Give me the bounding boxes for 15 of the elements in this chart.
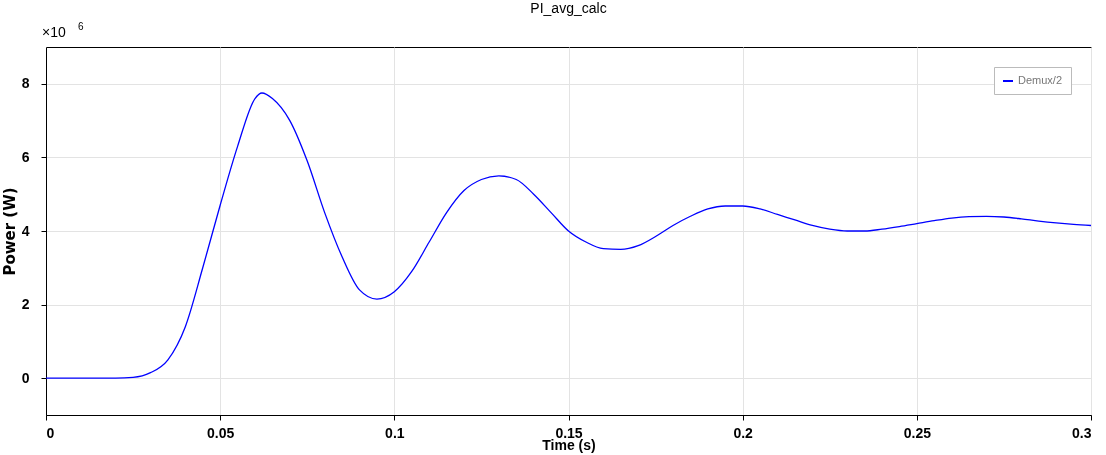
x-tick-label: 0.3	[1072, 424, 1092, 441]
x-tick-label: 0.1	[385, 424, 405, 441]
y-tick-label: 2	[21, 296, 30, 313]
y-tick-label: 4	[21, 222, 30, 239]
y-tick-label: 6	[21, 148, 30, 165]
x-tick-label: 0.05	[207, 424, 235, 441]
legend-label: Demux/2	[1018, 74, 1063, 86]
y-tick-label: 0	[21, 369, 30, 386]
line-series	[46, 92, 1091, 379]
chart-title: PI_avg_calc	[530, 0, 607, 16]
x-tick-label: 0	[46, 424, 55, 441]
x-tick-label: 0.2	[733, 424, 754, 441]
y-tick-label: 8	[21, 75, 30, 92]
y-axis-title: Power (W)	[0, 187, 19, 276]
x-tick-label: 0.25	[903, 424, 932, 441]
